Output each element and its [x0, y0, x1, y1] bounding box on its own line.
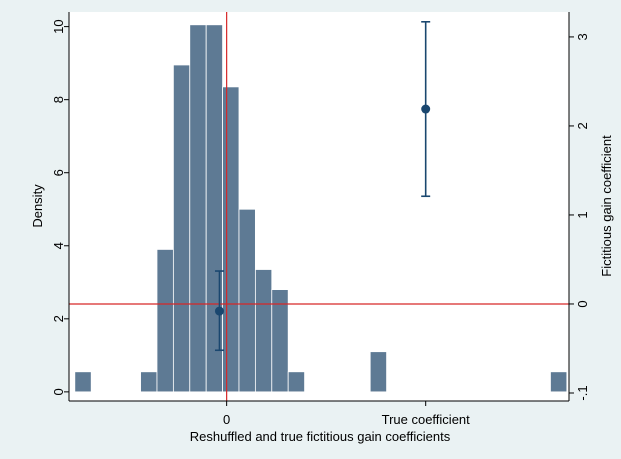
- point-marker-0: [214, 306, 224, 316]
- x-tick-label-1: True coefficient: [382, 412, 471, 427]
- y-tick-label-5: 10: [51, 19, 66, 33]
- histogram-bar-8: [254, 269, 273, 393]
- y-axis-label: Density: [30, 184, 45, 228]
- y-tick-label-1: 2: [51, 315, 66, 322]
- y-tick-label-2: 4: [51, 242, 66, 249]
- coefficient-points: [214, 20, 431, 352]
- x-axis-label: Reshuffled and true fictitious gain coef…: [190, 429, 451, 444]
- reference-lines: [69, 12, 569, 401]
- histogram-bar-2: [156, 249, 174, 393]
- histogram-bar-9: [271, 289, 289, 393]
- plot-area: [69, 12, 569, 401]
- histogram-bar-6: [222, 86, 240, 393]
- histogram-bars: [74, 24, 568, 393]
- histogram-bar-12: [550, 371, 568, 393]
- x-axis-ticks: 0 True coefficient: [223, 401, 470, 427]
- y-axis-ticks: 0 2 4 6 8 10: [51, 19, 69, 395]
- y2-tick-label-0: -.1: [575, 385, 590, 400]
- y-tick-label-4: 8: [51, 96, 66, 103]
- x-tick-label-0: 0: [223, 412, 230, 427]
- histogram-bar-4: [189, 24, 207, 393]
- point-marker-1: [421, 104, 431, 114]
- histogram-bar-10: [287, 371, 305, 393]
- y-tick-label-0: 0: [51, 388, 66, 395]
- y-tick-label-3: 6: [51, 169, 66, 176]
- y2-axis-label: Fictitious gain coefficient: [599, 135, 614, 277]
- y2-tick-label-1: 0: [575, 300, 590, 307]
- axes: [68, 12, 570, 402]
- histogram-bar-3: [172, 64, 191, 393]
- histogram-bar-1: [140, 371, 158, 393]
- histogram-bar-0: [74, 371, 92, 393]
- y2-tick-label-4: 3: [575, 33, 590, 40]
- histogram-bar-11: [369, 351, 387, 393]
- histogram-bar-7: [238, 208, 256, 393]
- y2-tick-label-3: 2: [575, 122, 590, 129]
- y2-tick-label-2: 1: [575, 211, 590, 218]
- y2-axis-ticks: -.1 0 1 2 3: [569, 33, 590, 401]
